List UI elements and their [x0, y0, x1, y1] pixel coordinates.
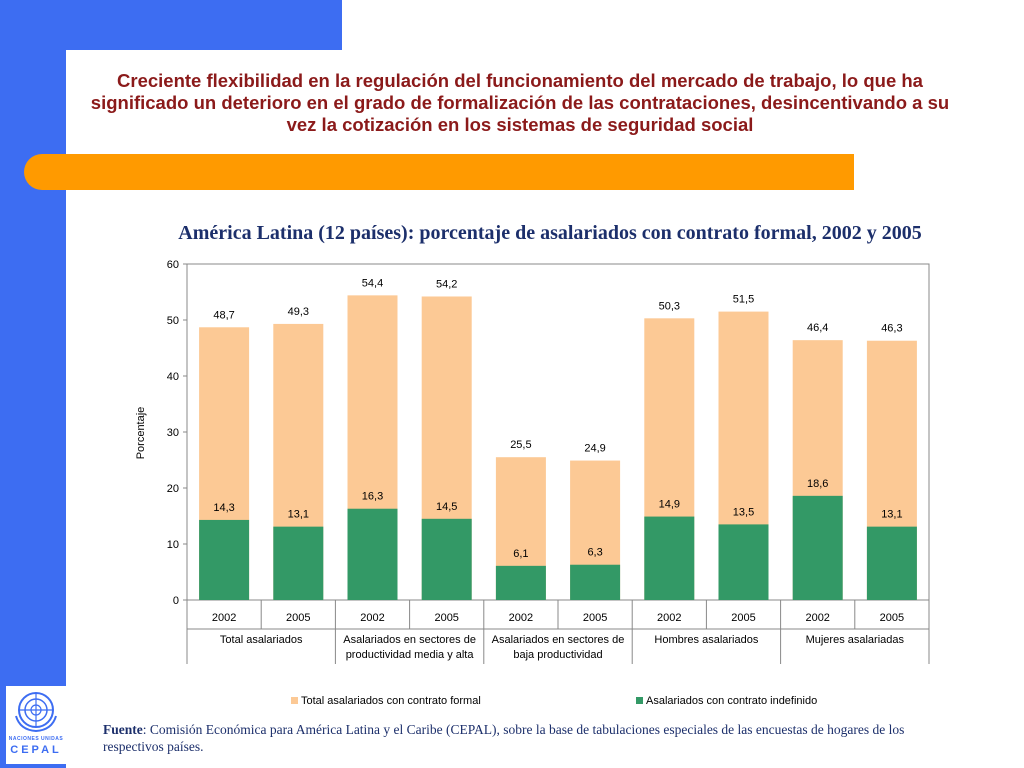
data-label-formal: 54,2	[436, 278, 457, 290]
group-label: Mujeres asalariadas	[806, 634, 905, 646]
group-label-line2: productividad media y alta	[346, 649, 475, 661]
left-blue-band	[0, 0, 66, 768]
x-tick-label: 2005	[286, 612, 310, 624]
source-text: : Comisión Económica para América Latina…	[103, 722, 905, 754]
y-tick-label: 20	[167, 483, 179, 495]
group-label: Total asalariados	[220, 634, 303, 646]
data-label-indefinido: 6,3	[587, 547, 602, 559]
slide-headline: Creciente flexibilidad en la regulación …	[90, 70, 950, 135]
group-label: Asalariados en sectores de	[343, 634, 476, 646]
data-label-formal: 50,3	[659, 300, 680, 312]
x-tick-label: 2002	[360, 612, 384, 624]
source-note: Fuente: Comisión Económica para América …	[103, 721, 963, 755]
bar-indefinido-8	[718, 524, 769, 600]
x-tick-label: 2002	[212, 612, 236, 624]
logo-text-naciones-unidas: NACIONES UNIDAS	[8, 736, 64, 742]
orange-accent-stripe	[24, 154, 854, 190]
x-tick-label: 2005	[880, 612, 904, 624]
chart-title: América Latina (12 países): porcentaje d…	[178, 222, 922, 244]
bar-indefinido-5	[495, 565, 546, 600]
group-label-line2: baja productividad	[513, 649, 602, 661]
y-tick-label: 60	[167, 259, 179, 271]
data-label-formal: 48,7	[213, 309, 234, 321]
x-tick-label: 2002	[657, 612, 681, 624]
y-tick-label: 30	[167, 427, 179, 439]
data-label-indefinido: 14,5	[436, 501, 457, 513]
data-label-formal: 46,3	[881, 323, 902, 335]
data-label-formal: 25,5	[510, 439, 531, 451]
bar-indefinido-1	[199, 519, 250, 600]
y-tick-label: 0	[173, 595, 179, 607]
legend-swatch-indefinido	[636, 697, 643, 704]
data-label-indefinido: 13,5	[733, 506, 754, 518]
un-cepal-logo: NACIONES UNIDAS CEPAL	[6, 686, 66, 764]
bar-indefinido-7	[644, 516, 695, 600]
data-label-indefinido: 18,6	[807, 478, 828, 490]
x-tick-label: 2002	[805, 612, 829, 624]
bar-indefinido-4	[421, 518, 472, 600]
data-label-indefinido: 6,1	[513, 548, 528, 560]
bar-indefinido-6	[570, 564, 621, 600]
data-label-indefinido: 13,1	[881, 509, 902, 521]
bar-indefinido-10	[866, 526, 917, 600]
x-tick-label: 2005	[731, 612, 755, 624]
bar-indefinido-9	[792, 495, 843, 600]
bar-indefinido-2	[273, 526, 324, 600]
source-label: Fuente	[103, 722, 143, 737]
data-label-formal: 51,5	[733, 294, 754, 306]
data-label-indefinido: 13,1	[288, 509, 309, 521]
legend-swatch-formal	[291, 697, 298, 704]
data-label-formal: 49,3	[288, 306, 309, 318]
data-label-formal: 54,4	[362, 277, 383, 289]
legend-label-formal: Total asalariados con contrato formal	[301, 695, 481, 707]
group-label: Asalariados en sectores de	[492, 634, 625, 646]
y-axis-label: Porcentaje	[135, 407, 147, 460]
bar-chart: 0 10 20 30 40 50 60 48,7 14,3 2002 49,3 13,1 2005 54,…	[135, 259, 930, 707]
top-blue-band	[0, 0, 342, 50]
x-tick-label: 2002	[509, 612, 533, 624]
legend-label-indefinido: Asalariados con contrato indefinido	[646, 695, 817, 707]
y-tick-label: 40	[167, 371, 179, 383]
data-label-indefinido: 14,9	[659, 499, 680, 511]
data-label-formal: 24,9	[584, 443, 605, 455]
group-label: Hombres asalariados	[654, 634, 758, 646]
data-label-formal: 46,4	[807, 322, 828, 334]
y-tick-label: 50	[167, 315, 179, 327]
x-tick-label: 2005	[583, 612, 607, 624]
data-label-indefinido: 14,3	[213, 502, 234, 514]
un-emblem-icon	[15, 692, 57, 733]
logo-text-cepal: CEPAL	[10, 744, 62, 756]
data-label-indefinido: 16,3	[362, 491, 383, 503]
bar-indefinido-3	[347, 508, 398, 600]
y-tick-label: 10	[167, 539, 179, 551]
x-tick-label: 2005	[434, 612, 458, 624]
